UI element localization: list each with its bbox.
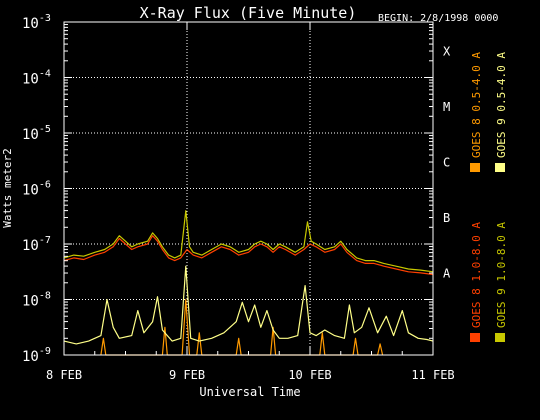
y-axis-label: Watts meter2	[1, 148, 14, 227]
legend-label-2: GOES 8 0.5-4.0 A	[470, 52, 483, 158]
y-tick-label: 10-8	[22, 291, 51, 310]
flare-class-M: M	[443, 100, 450, 114]
chart-title: X-Ray Flux (Five Minute)	[140, 4, 357, 22]
flare-class-A: A	[443, 267, 451, 281]
y-axis-ticks: 10-9 10-8 10-7 10-6 10-5 10-4 10-3	[22, 13, 433, 365]
series-line-3	[63, 210, 434, 273]
legend-label-3: GOES 9 1.0-8.0 A	[495, 222, 508, 328]
y-tick-label: 10-3	[22, 13, 51, 32]
x-axis-ticks: 8 FEB 9 FEB 10 FEB 11 FEB	[46, 22, 455, 382]
legend-label-4: GOES 9 0.5-4.0 A	[495, 52, 508, 158]
y-tick-label: 10-5	[22, 124, 51, 143]
y-tick-label: 10-4	[22, 69, 51, 88]
series-line-1	[63, 235, 434, 276]
legend-swatch-1	[470, 333, 480, 342]
legend-swatch-3	[495, 333, 505, 342]
y-tick-label: 10-6	[22, 180, 51, 199]
legend-swatch-4	[495, 163, 505, 172]
x-axis-label: Universal Time	[199, 385, 300, 399]
begin-date-label: BEGIN: 2/8/1998 0000	[378, 13, 498, 24]
series-line-4	[63, 265, 434, 345]
y-tick-label: 10-7	[22, 235, 51, 254]
legend: GOES 8 1.0-8.0 A GOES 8 0.5-4.0 A GOES 9 1…	[470, 52, 508, 342]
flare-class-labels: A B C M X	[443, 45, 451, 281]
x-tick-label: 10 FEB	[288, 368, 331, 382]
x-tick-label: 11 FEB	[411, 368, 454, 382]
series-layer	[63, 210, 434, 356]
flare-class-X: X	[443, 45, 451, 59]
flare-class-B: B	[443, 211, 450, 225]
legend-swatch-2	[470, 163, 480, 172]
legend-label-1: GOES 8 1.0-8.0 A	[470, 222, 483, 328]
flare-class-C: C	[443, 156, 450, 170]
x-tick-label: 9 FEB	[169, 368, 205, 382]
series-line-2	[100, 298, 384, 356]
x-tick-label: 8 FEB	[46, 368, 82, 382]
y-tick-label: 10-9	[22, 346, 51, 365]
